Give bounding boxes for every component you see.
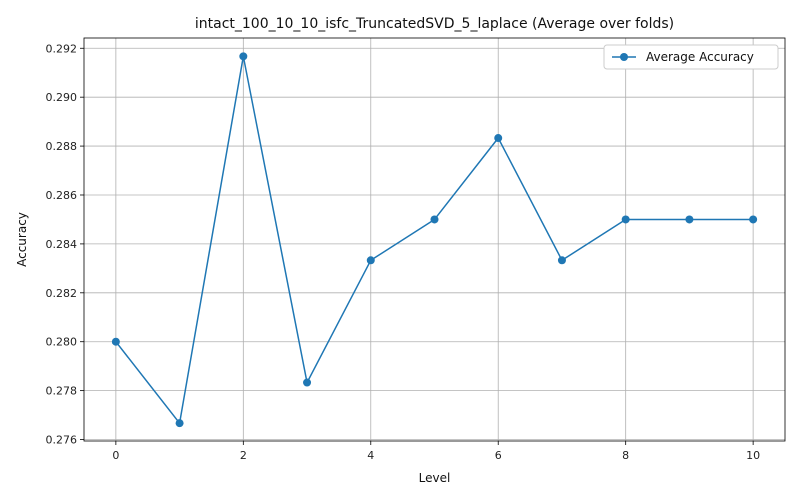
data-point <box>366 256 375 265</box>
data-point <box>494 134 503 143</box>
x-tick-label: 8 <box>622 449 629 462</box>
y-tick-label: 0.292 <box>46 42 78 55</box>
y-tick-label: 0.286 <box>46 189 78 202</box>
legend: Average Accuracy <box>603 44 779 70</box>
y-tick-label: 0.280 <box>46 336 78 349</box>
y-axis-label: Accuracy <box>15 212 29 267</box>
data-point <box>430 215 439 224</box>
y-tick-label: 0.278 <box>46 385 78 398</box>
data-point <box>175 419 184 428</box>
legend-marker-sample <box>620 53 628 61</box>
x-tick-label: 4 <box>367 449 374 462</box>
series-layer <box>111 52 758 428</box>
data-point <box>111 337 120 346</box>
data-point <box>621 215 630 224</box>
data-point <box>303 378 312 387</box>
data-point <box>239 52 248 61</box>
chart-title: intact_100_10_10_isfc_TruncatedSVD_5_lap… <box>195 16 674 32</box>
axes-layer: 0 2 4 6 8 10 0.276 0.278 0.280 0.282 0.284 0.286 0.2… <box>46 37 786 462</box>
y-tick-label: 0.288 <box>46 140 78 153</box>
x-tick-label: 6 <box>495 449 502 462</box>
y-tick-label: 0.276 <box>46 434 78 447</box>
y-tick-label: 0.284 <box>46 238 78 251</box>
data-point <box>685 215 694 224</box>
x-tick-label: 10 <box>746 449 760 462</box>
legend-label: Average Accuracy <box>646 50 754 64</box>
plot-frame <box>83 37 786 442</box>
x-axis-label: Level <box>419 471 451 485</box>
data-point <box>557 256 566 265</box>
data-point <box>749 215 758 224</box>
grid-layer <box>84 38 785 441</box>
legend-box <box>603 44 779 70</box>
x-tick-label: 0 <box>112 449 119 462</box>
y-tick-label: 0.282 <box>46 287 78 300</box>
y-tick-label: 0.290 <box>46 91 78 104</box>
x-tick-label: 2 <box>240 449 247 462</box>
